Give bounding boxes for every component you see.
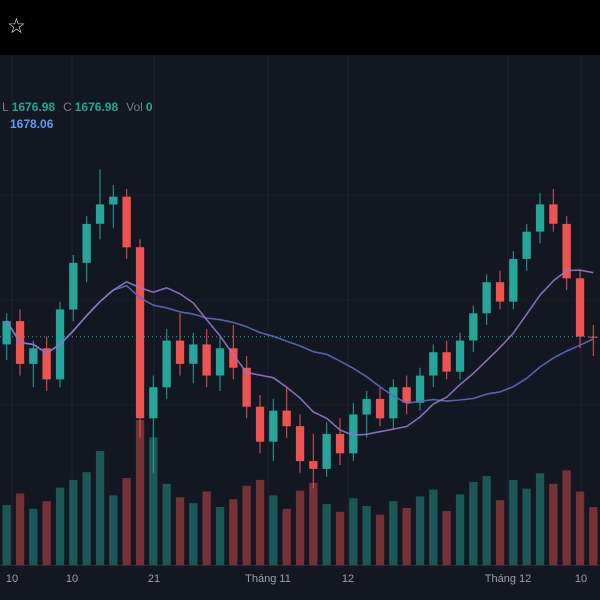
time-axis-label: Tháng 12 xyxy=(484,573,532,585)
legend-row-ohlc: L 1676.98 C 1676.98 Vol 0 xyxy=(2,99,161,116)
volume-value: 0 xyxy=(145,100,153,114)
chart-pane[interactable]: L 1676.98 C 1676.98 Vol 0 1678.06 xyxy=(0,55,600,565)
volume-label: Vol xyxy=(126,100,143,114)
ma-value: 1678.06 xyxy=(10,117,54,131)
time-axis-label: Tháng 11 xyxy=(245,573,291,585)
legend-row-ma: 1678.06 xyxy=(2,116,161,133)
time-axis-label: 10 xyxy=(65,573,79,585)
close-value: 1676.98 xyxy=(74,100,119,114)
top-bar: ☆ xyxy=(0,0,600,55)
candlestick-chart[interactable] xyxy=(0,55,600,565)
low-label: L xyxy=(2,100,9,114)
favorite-star-icon[interactable]: ☆ xyxy=(7,15,26,38)
close-label: C xyxy=(63,100,72,114)
low-value: 1676.98 xyxy=(11,100,56,114)
time-axis[interactable]: 10 10 21 Tháng 11 12 Tháng 12 10 xyxy=(0,565,600,600)
time-axis-label: 21 xyxy=(147,573,161,585)
ohlc-legend: L 1676.98 C 1676.98 Vol 0 1678.06 xyxy=(2,99,161,133)
time-axis-label: 10 xyxy=(574,573,588,585)
time-axis-label: 12 xyxy=(341,573,355,585)
time-axis-label: 10 xyxy=(5,573,19,585)
